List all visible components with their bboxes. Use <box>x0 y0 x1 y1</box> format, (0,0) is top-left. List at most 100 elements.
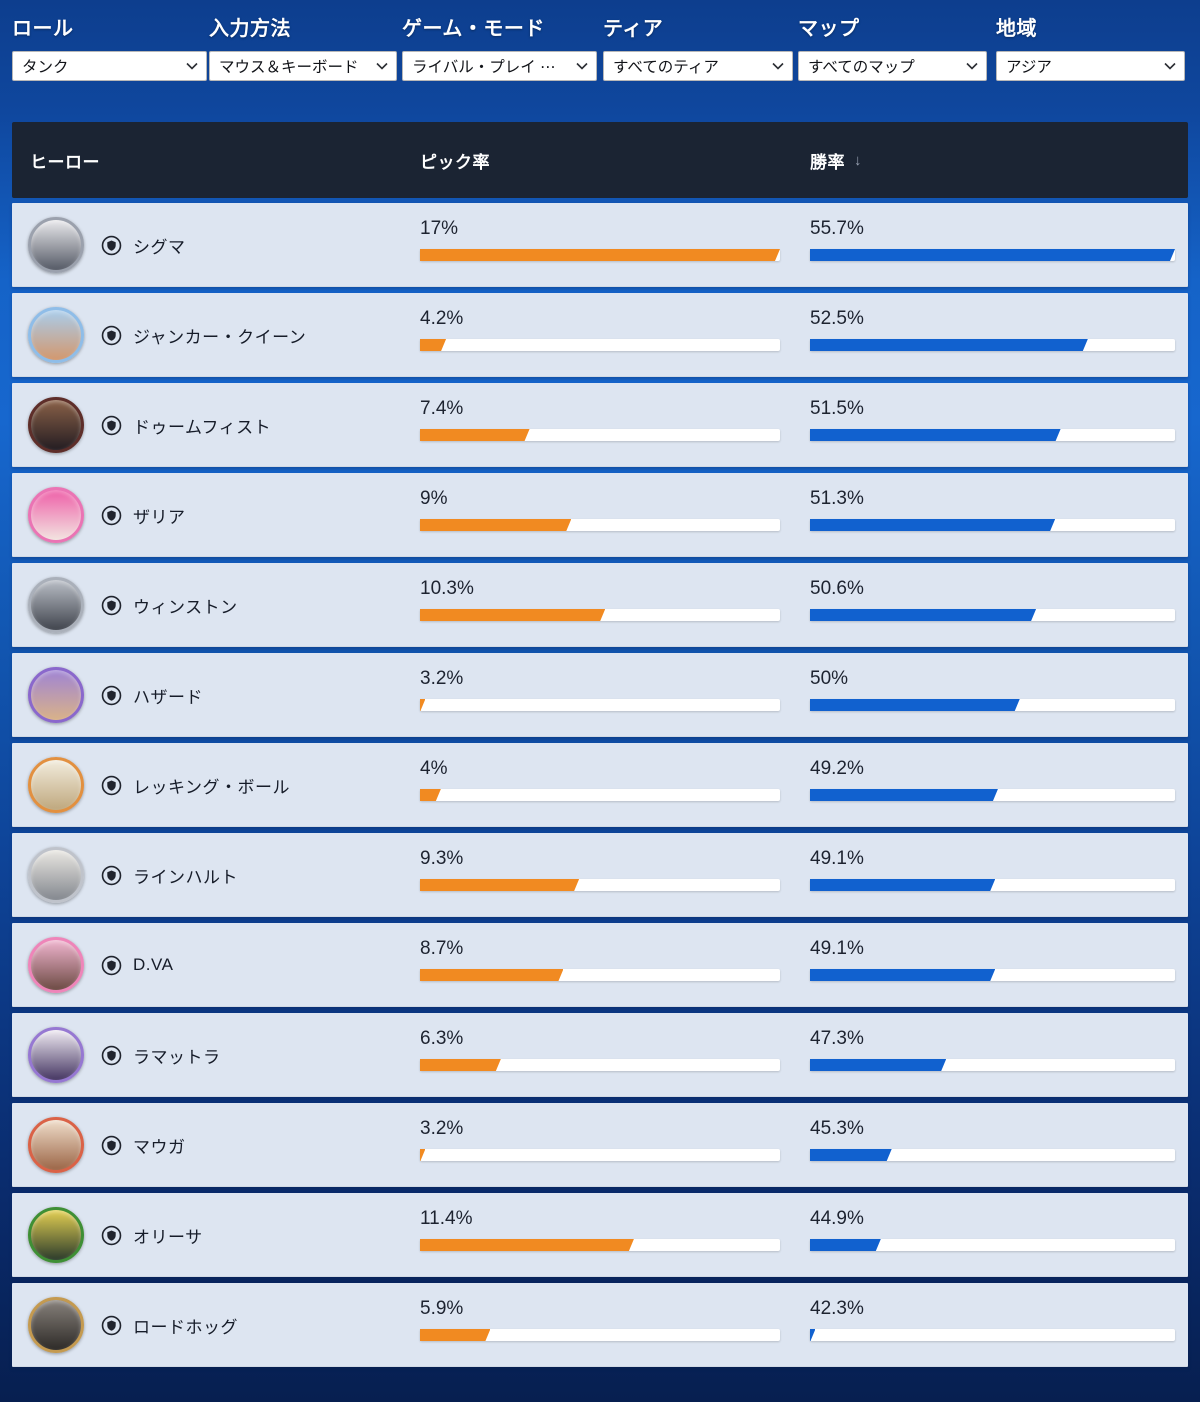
hero-avatar <box>28 307 84 363</box>
win-rate-bar-track <box>810 969 1175 981</box>
win-rate-bar-track <box>810 1329 1175 1341</box>
win-rate-bar-track <box>810 1239 1175 1251</box>
hero-name: ラインハルト <box>133 867 238 887</box>
hero-cell: ハザード <box>28 653 203 737</box>
region-select[interactable]: アジア <box>996 51 1185 81</box>
table-body: シグマ 17% 55.7% ジャンカー・クイーン <box>12 203 1188 1373</box>
hero-name: ロードホッグ <box>133 1317 238 1337</box>
table-row[interactable]: ザリア 9% 51.3% <box>12 473 1188 557</box>
role-select-value: タンク <box>22 59 69 76</box>
hero-name: ザリア <box>133 507 186 527</box>
table-row[interactable]: オリーサ 11.4% 44.9% <box>12 1193 1188 1277</box>
win-rate-bar-track <box>810 1149 1175 1161</box>
pick-rate-value: 11.4% <box>420 1208 473 1229</box>
pick-rate-cell: 5.9% <box>420 1283 780 1367</box>
pick-rate-bar-track <box>420 879 780 891</box>
table-row[interactable]: マウガ 3.2% 45.3% <box>12 1103 1188 1187</box>
table-row[interactable]: レッキング・ボール 4% 49.2% <box>12 743 1188 827</box>
pick-rate-bar-track <box>420 339 780 351</box>
table-header: ヒーロー ピック率 勝率 ↓ <box>12 122 1188 198</box>
hero-name: マウガ <box>133 1137 186 1157</box>
tank-role-icon <box>101 1315 122 1336</box>
win-rate-bar-fill <box>810 879 995 891</box>
win-rate-bar-fill <box>810 519 1055 531</box>
table-row[interactable]: ロードホッグ 5.9% 42.3% <box>12 1283 1188 1367</box>
win-rate-bar-fill <box>810 429 1061 441</box>
win-rate-cell: 49.1% <box>810 923 1175 1007</box>
win-rate-bar-fill <box>810 1149 892 1161</box>
hero-cell: オリーサ <box>28 1193 203 1277</box>
win-rate-bar-track <box>810 879 1175 891</box>
hero-avatar <box>28 1297 84 1353</box>
map-select[interactable]: すべてのマップ <box>798 51 987 81</box>
table-row[interactable]: シグマ 17% 55.7% <box>12 203 1188 287</box>
pick-rate-bar-fill <box>420 879 579 891</box>
table-row[interactable]: ドゥームフィスト 7.4% 51.5% <box>12 383 1188 467</box>
win-rate-bar-track <box>810 1059 1175 1071</box>
pick-rate-bar-fill <box>420 789 441 801</box>
win-rate-bar-track <box>810 699 1175 711</box>
tank-role-icon <box>101 595 122 616</box>
column-header-pick-rate[interactable]: ピック率 <box>420 122 490 198</box>
pick-rate-value: 8.7% <box>420 938 464 959</box>
tank-role-icon <box>101 955 122 976</box>
filter-tier: ティア すべてのティア <box>603 12 793 81</box>
table-row[interactable]: D.VA 8.7% 49.1% <box>12 923 1188 1007</box>
filter-input-method-label: 入力方法 <box>209 18 291 40</box>
pick-rate-value: 6.3% <box>420 1028 464 1049</box>
pick-rate-bar-track <box>420 519 780 531</box>
pick-rate-bar-track <box>420 1149 780 1161</box>
pick-rate-cell: 9.3% <box>420 833 780 917</box>
table-row[interactable]: ハザード 3.2% 50% <box>12 653 1188 737</box>
pick-rate-cell: 17% <box>420 203 780 287</box>
pick-rate-value: 9.3% <box>420 848 464 869</box>
pick-rate-bar-fill <box>420 1329 490 1341</box>
win-rate-bar-track <box>810 339 1175 351</box>
hero-cell: レッキング・ボール <box>28 743 290 827</box>
filter-game-mode: ゲーム・モード ライバル・プレイ ⋯ <box>402 12 597 81</box>
pick-rate-cell: 7.4% <box>420 383 780 467</box>
pick-rate-value: 3.2% <box>420 668 464 689</box>
tier-select[interactable]: すべてのティア <box>603 51 793 81</box>
win-rate-bar-track <box>810 429 1175 441</box>
pick-rate-bar-track <box>420 1059 780 1071</box>
chevron-down-icon <box>772 62 784 70</box>
pick-rate-bar-fill <box>420 249 780 261</box>
win-rate-cell: 51.3% <box>810 473 1175 557</box>
hero-avatar <box>28 847 84 903</box>
region-select-value: アジア <box>1006 59 1052 76</box>
map-select-value: すべてのマップ <box>808 59 915 76</box>
column-header-hero[interactable]: ヒーロー <box>30 122 100 198</box>
table-row[interactable]: ラマットラ 6.3% 47.3% <box>12 1013 1188 1097</box>
role-select[interactable]: タンク <box>12 51 207 81</box>
table-row[interactable]: ラインハルト 9.3% 49.1% <box>12 833 1188 917</box>
hero-name: ハザード <box>133 687 203 707</box>
win-rate-value: 52.5% <box>810 308 864 329</box>
win-rate-value: 50% <box>810 668 849 689</box>
filter-bar: ロール タンク 入力方法 マウス＆キーボード ゲーム・モード ライバル・プレイ … <box>0 0 1200 92</box>
table-row[interactable]: ウィンストン 10.3% 50.6% <box>12 563 1188 647</box>
win-rate-cell: 49.2% <box>810 743 1175 827</box>
column-header-win-rate[interactable]: 勝率 ↓ <box>810 122 862 198</box>
pick-rate-value: 4.2% <box>420 308 464 329</box>
filter-map-label: マップ <box>798 18 860 40</box>
win-rate-bar-fill <box>810 969 995 981</box>
pick-rate-cell: 8.7% <box>420 923 780 1007</box>
hero-cell: ロードホッグ <box>28 1283 238 1367</box>
input-method-select[interactable]: マウス＆キーボード <box>209 51 397 81</box>
pick-rate-value: 4% <box>420 758 448 779</box>
filter-game-mode-label: ゲーム・モード <box>402 18 545 40</box>
hero-name: シグマ <box>133 237 186 257</box>
table-row[interactable]: ジャンカー・クイーン 4.2% 52.5% <box>12 293 1188 377</box>
hero-avatar <box>28 1207 84 1263</box>
pick-rate-value: 7.4% <box>420 398 464 419</box>
win-rate-value: 47.3% <box>810 1028 864 1049</box>
pick-rate-bar-track <box>420 249 780 261</box>
tank-role-icon <box>101 1225 122 1246</box>
pick-rate-cell: 3.2% <box>420 653 780 737</box>
win-rate-value: 51.3% <box>810 488 864 509</box>
win-rate-bar-fill <box>810 249 1175 261</box>
win-rate-bar-fill <box>810 1329 815 1341</box>
hero-cell: シグマ <box>28 203 186 287</box>
game-mode-select[interactable]: ライバル・プレイ ⋯ <box>402 51 597 81</box>
